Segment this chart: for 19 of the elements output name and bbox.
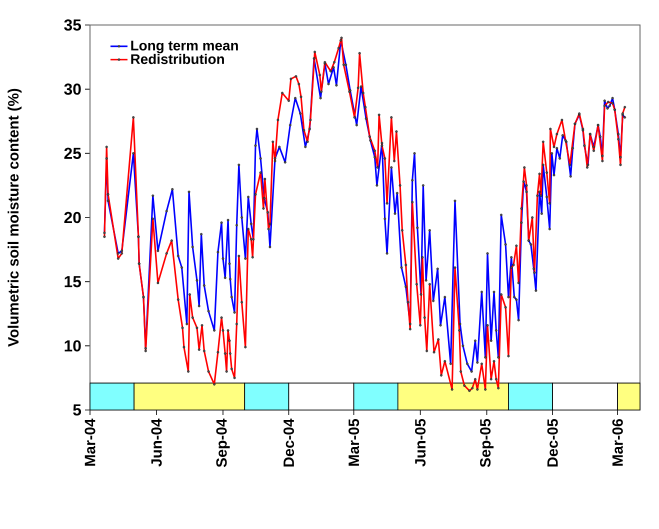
y-axis-title: Volumetric soil moisture content (%) xyxy=(8,88,22,347)
y-tick-label: 5 xyxy=(73,404,82,416)
legend-label: Redistribution xyxy=(131,54,224,64)
y-tick-label: 15 xyxy=(64,276,82,288)
x-tick-label: Dec-04 xyxy=(283,418,294,467)
x-tick-label: Jun-04 xyxy=(151,418,162,466)
x-tick-label: Dec-05 xyxy=(547,418,558,467)
x-tick-label: Sep-05 xyxy=(480,418,494,468)
x-tick-label: Jun-05 xyxy=(415,418,426,466)
legend-label: Long term mean xyxy=(131,40,238,54)
y-tick-label: 30 xyxy=(64,84,81,95)
x-tick-label: Mar-05 xyxy=(348,418,360,466)
y-tick-label: 10 xyxy=(64,340,81,352)
x-tick-label: Mar-06 xyxy=(612,419,623,466)
x-tick-label: Mar-04 xyxy=(84,418,96,466)
x-tick-label: Sep-04 xyxy=(216,418,230,468)
y-tick-label: 25 xyxy=(64,148,82,159)
y-tick-label: 20 xyxy=(64,212,81,224)
y-tick-label: 35 xyxy=(64,19,82,31)
